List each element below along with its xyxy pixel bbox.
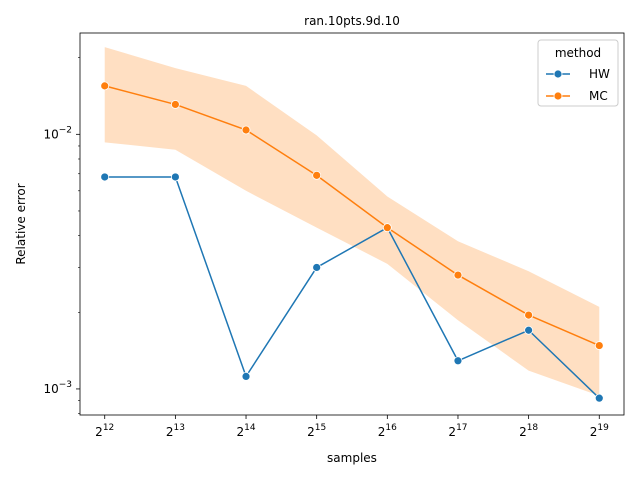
point-mc: [453, 270, 463, 280]
x-tick-label: 214: [236, 423, 255, 439]
series-lines: [104, 85, 600, 399]
point-hw: [453, 356, 463, 366]
point-mc: [170, 100, 180, 109]
y-axis-label: Relative error: [14, 183, 28, 264]
x-axis-ticks: 212 213 214 215 216 217 218 219: [95, 415, 609, 439]
legend-frame: [537, 39, 619, 107]
y-axis-ticks: 10−3 10−2: [43, 57, 80, 414]
point-hw: [170, 172, 180, 182]
x-tick-label: 212: [95, 423, 114, 439]
point-mc: [524, 310, 534, 320]
y-tick-label: 10−2: [43, 125, 72, 141]
y-tick-label: 10−3: [43, 380, 72, 396]
legend-marker-mc: [553, 91, 563, 101]
x-tick-label: 215: [307, 423, 326, 439]
confidence-bands: [104, 47, 600, 396]
point-hw: [524, 325, 534, 335]
point-hw: [100, 172, 110, 182]
x-tick-label: 217: [448, 423, 467, 439]
x-tick-label: 216: [378, 423, 397, 439]
point-mc: [312, 170, 322, 180]
x-axis-label: samples: [327, 451, 377, 465]
plot-frame: [79, 32, 625, 416]
series-markers: [100, 81, 604, 403]
point-mc: [100, 81, 110, 91]
point-mc: [382, 223, 392, 233]
x-tick-label: 213: [166, 423, 185, 439]
point-hw: [594, 393, 604, 403]
point-hw: [241, 372, 251, 381]
line-hw: [104, 176, 600, 399]
band-mc: [104, 47, 600, 396]
legend-label-mc: MC: [589, 89, 608, 103]
point-mc: [594, 341, 604, 350]
point-mc: [241, 125, 251, 135]
x-tick-label: 219: [590, 423, 609, 439]
legend-title: method: [555, 46, 601, 60]
legend-marker-hw: [553, 69, 563, 79]
point-hw: [312, 263, 322, 272]
line-mc: [104, 85, 600, 347]
legend: method HW MC: [537, 39, 619, 107]
legend-label-hw: HW: [589, 67, 610, 81]
x-tick-label: 218: [519, 423, 538, 439]
chart-title: ran.10pts.9d.10: [304, 14, 400, 28]
